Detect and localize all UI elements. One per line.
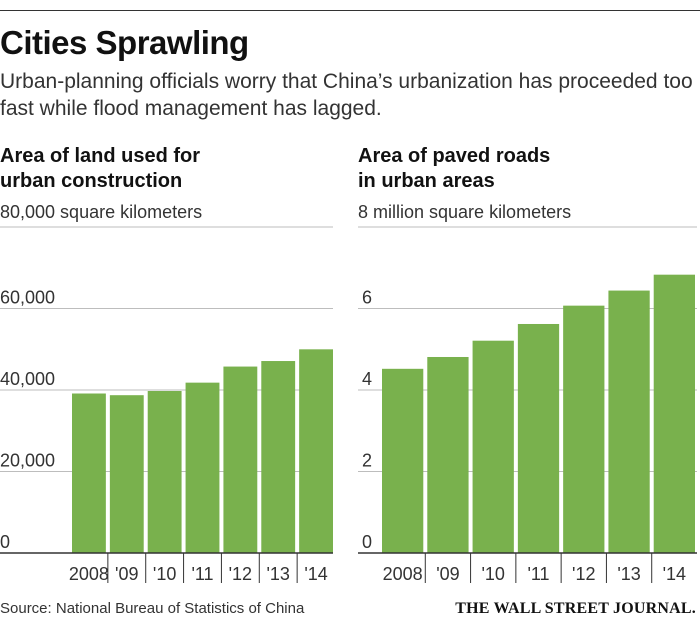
left-chart-title: Area of land used for urban construction bbox=[0, 145, 201, 192]
roads-y-tick-label: 4 bbox=[362, 369, 372, 389]
roads-bar-0 bbox=[382, 368, 424, 553]
roads-x-tick-label: '14 bbox=[663, 564, 686, 584]
roads-bar-3 bbox=[517, 323, 560, 553]
roads-bar-2 bbox=[472, 340, 514, 553]
headline: Cities Sprawling bbox=[0, 24, 249, 61]
roads-bar-6 bbox=[653, 274, 695, 553]
wsj-logo: THE WALL STREET JOURNAL. bbox=[455, 600, 696, 617]
land-bar-4 bbox=[223, 366, 258, 553]
land-bar-3 bbox=[185, 382, 220, 553]
roads-bar-1 bbox=[427, 356, 469, 553]
roads-x-tick-label: '09 bbox=[436, 564, 459, 584]
land-bar-2 bbox=[147, 390, 182, 553]
land-bar-5 bbox=[261, 361, 296, 553]
land-x-tick-label: '09 bbox=[115, 564, 138, 584]
roads-y-tick-label: 0 bbox=[362, 532, 372, 552]
land-x-tick-label: '11 bbox=[191, 564, 213, 584]
top-rule bbox=[0, 10, 700, 11]
right-chart-unit-label: 8 million square kilometers bbox=[358, 202, 572, 222]
subhead: Urban-planning officials worry that Chin… bbox=[0, 70, 693, 120]
land-x-tick-label: '12 bbox=[229, 564, 252, 584]
land-bar-0 bbox=[72, 393, 106, 553]
roads-x-tick-label: '11 bbox=[527, 564, 549, 584]
land-y-tick-label: 60,000 bbox=[0, 288, 55, 308]
roads-x-tick-label: 2008 bbox=[383, 564, 423, 584]
land-y-tick-label: 0 bbox=[0, 532, 10, 552]
land-x-tick-label: '14 bbox=[304, 564, 327, 584]
land-y-tick-label: 20,000 bbox=[0, 451, 55, 471]
roads-bar-5 bbox=[608, 290, 650, 553]
land-x-tick-label: 2008 bbox=[69, 564, 109, 584]
land-bar-1 bbox=[109, 395, 144, 553]
source-note: Source: National Bureau of Statistics of… bbox=[0, 600, 305, 617]
land-x-tick-label: '13 bbox=[266, 564, 289, 584]
roads-x-tick-label: '10 bbox=[481, 564, 504, 584]
land-bar-6 bbox=[299, 349, 333, 553]
roads-y-tick-label: 2 bbox=[362, 451, 372, 471]
roads-bar-4 bbox=[563, 305, 605, 553]
roads-x-tick-label: '13 bbox=[617, 564, 640, 584]
right-chart-title: Area of paved roads in urban areas bbox=[358, 145, 551, 192]
roads-y-tick-label: 6 bbox=[362, 288, 372, 308]
land-x-tick-label: '10 bbox=[153, 564, 176, 584]
roads-x-tick-label: '12 bbox=[572, 564, 595, 584]
land-y-tick-label: 40,000 bbox=[0, 369, 55, 389]
left-chart-unit-label: 80,000 square kilometers bbox=[0, 202, 203, 222]
